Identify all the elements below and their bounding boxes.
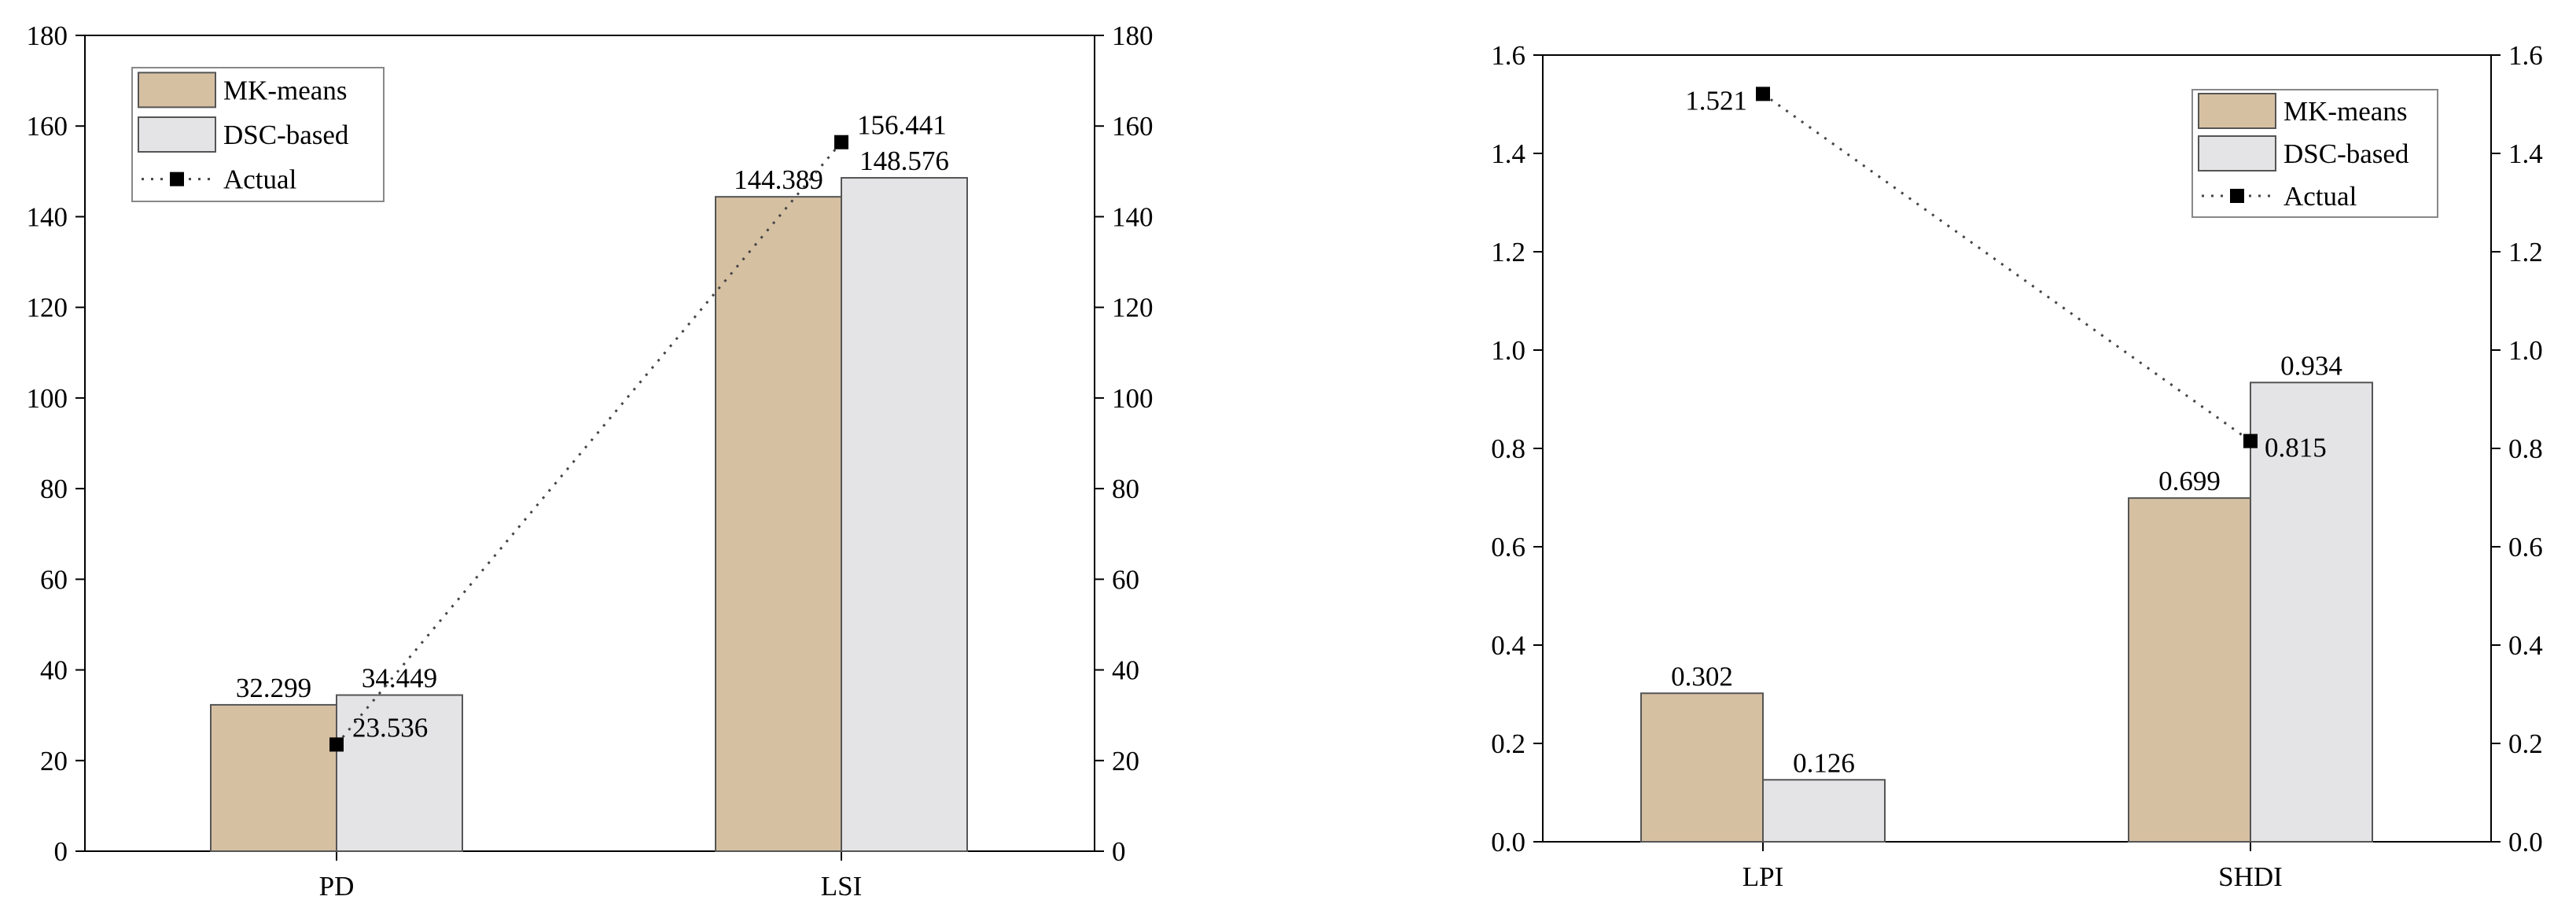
- y-tick-label: 0.2: [1491, 728, 1525, 759]
- y2-tick-label: 0.0: [2508, 827, 2543, 857]
- bar-mk-means-lpi: [1640, 692, 1764, 843]
- y-tick-label: 40: [40, 655, 68, 686]
- legend-swatch-dsc-based: [2198, 135, 2276, 171]
- bar-dsc-based-lpi: [1762, 779, 1886, 843]
- bar-value-label: 32.299: [236, 673, 311, 703]
- legend-swatch-actual-marker: [2230, 189, 2244, 203]
- actual-marker-pd: [329, 737, 344, 752]
- legend-swatch-mk-means: [2198, 93, 2276, 129]
- y-tick-label: 1.0: [1491, 335, 1525, 366]
- y2-tick-label: 0.4: [2508, 630, 2543, 661]
- y-tick-label: 1.4: [1491, 138, 1525, 169]
- x-tick-label-lsi: LSI: [821, 871, 863, 902]
- bar-dsc-based-shdi: [2250, 382, 2373, 843]
- y-tick-label: 20: [40, 746, 68, 776]
- y-tick-label: 100: [27, 383, 68, 414]
- y-tick-label: 0.4: [1491, 630, 1525, 661]
- legend-swatch-dsc-based: [138, 116, 216, 153]
- legend-label: DSC-based: [223, 120, 349, 150]
- legend-label: Actual: [2283, 181, 2357, 212]
- y2-tick-label: 1.2: [2508, 237, 2543, 267]
- y-tick-label: 1.6: [1491, 40, 1525, 71]
- bar-dsc-based-lsi: [841, 177, 968, 852]
- bar-dsc-based-pd: [336, 694, 463, 852]
- legend-label: MK-means: [223, 75, 347, 105]
- bar-mk-means-lsi: [715, 196, 842, 852]
- bar-value-label: 148.576: [859, 146, 949, 176]
- legend-swatch-actual-marker: [170, 171, 184, 186]
- actual-value-label: 0.815: [2265, 433, 2327, 463]
- y-tick-label: 0.8: [1491, 433, 1525, 464]
- legend: MK-means DSC-based Actual: [131, 67, 385, 202]
- y2-tick-label: 0: [1112, 836, 1126, 867]
- y-tick-label: 160: [27, 111, 68, 142]
- actual-value-label: 156.441: [857, 110, 947, 141]
- chart-2: 0.0 0.2 0.4 0.6 0.8 1.0 1.2 1.4 1.6 0.0 0.2 0.4 0.6 0…: [1491, 40, 2543, 892]
- x-tick-label-lpi: LPI: [1742, 861, 1784, 892]
- y2-tick-label: 0.2: [2508, 728, 2543, 759]
- y-tick-label: 120: [27, 293, 68, 323]
- actual-line: [1762, 93, 2251, 442]
- y-tick-label: 0: [54, 836, 68, 867]
- bar-value-label: 0.126: [1793, 747, 1855, 778]
- actual-marker-shdi: [2243, 433, 2258, 448]
- y2-tick-label: 1.0: [2508, 335, 2543, 366]
- actual-value-label: 1.521: [1685, 85, 1747, 116]
- legend-label: MK-means: [2283, 96, 2407, 127]
- legend-swatch-mk-means: [138, 72, 216, 109]
- y2-tick-label: 1.6: [2508, 40, 2543, 71]
- y-tick-label: 0.6: [1491, 532, 1525, 562]
- x-tick-label-pd: PD: [319, 871, 355, 902]
- y2-tick-label: 160: [1112, 111, 1154, 142]
- plot-frame: [84, 35, 1095, 852]
- bar-value-label: 0.699: [2158, 466, 2221, 496]
- actual-value-label: 23.536: [352, 712, 428, 743]
- y2-tick-label: 1.4: [2508, 138, 2543, 169]
- actual-marker-lpi: [1756, 87, 1770, 101]
- y2-tick-label: 0.8: [2508, 433, 2543, 464]
- legend-label: DSC-based: [2283, 138, 2409, 169]
- actual-marker-lsi: [834, 135, 848, 149]
- chart-1: 0 20 40 60 80 100 120 140 160 180 0 20 40 60 80 100 120 1…: [27, 20, 1154, 902]
- bar-mk-means-shdi: [2128, 497, 2251, 843]
- y2-tick-label: 100: [1112, 383, 1154, 414]
- y-tick-label: 1.2: [1491, 237, 1525, 267]
- y2-tick-label: 80: [1112, 474, 1139, 504]
- y-tick-label: 0.0: [1491, 827, 1525, 857]
- y2-tick-label: 40: [1112, 655, 1139, 686]
- x-tick-label-shdi: SHDI: [2218, 861, 2283, 892]
- y2-tick-label: 0.6: [2508, 532, 2543, 562]
- y2-tick-label: 20: [1112, 746, 1139, 776]
- y2-tick-label: 140: [1112, 201, 1154, 232]
- y2-tick-label: 180: [1112, 20, 1154, 51]
- bar-value-label: 34.449: [362, 663, 437, 694]
- y-tick-label: 140: [27, 201, 68, 232]
- y2-tick-label: 60: [1112, 564, 1139, 595]
- legend-label: Actual: [223, 164, 297, 195]
- bar-value-label: 0.302: [1671, 661, 1733, 692]
- y2-tick-label: 120: [1112, 293, 1154, 323]
- legend: MK-means DSC-based Actual: [2191, 89, 2438, 218]
- bar-value-label: 144.389: [734, 164, 823, 195]
- y-tick-label: 60: [40, 564, 68, 595]
- y-tick-label: 80: [40, 474, 68, 504]
- bar-mk-means-pd: [210, 703, 337, 852]
- bar-value-label: 0.934: [2280, 350, 2342, 381]
- y-tick-label: 180: [27, 20, 68, 51]
